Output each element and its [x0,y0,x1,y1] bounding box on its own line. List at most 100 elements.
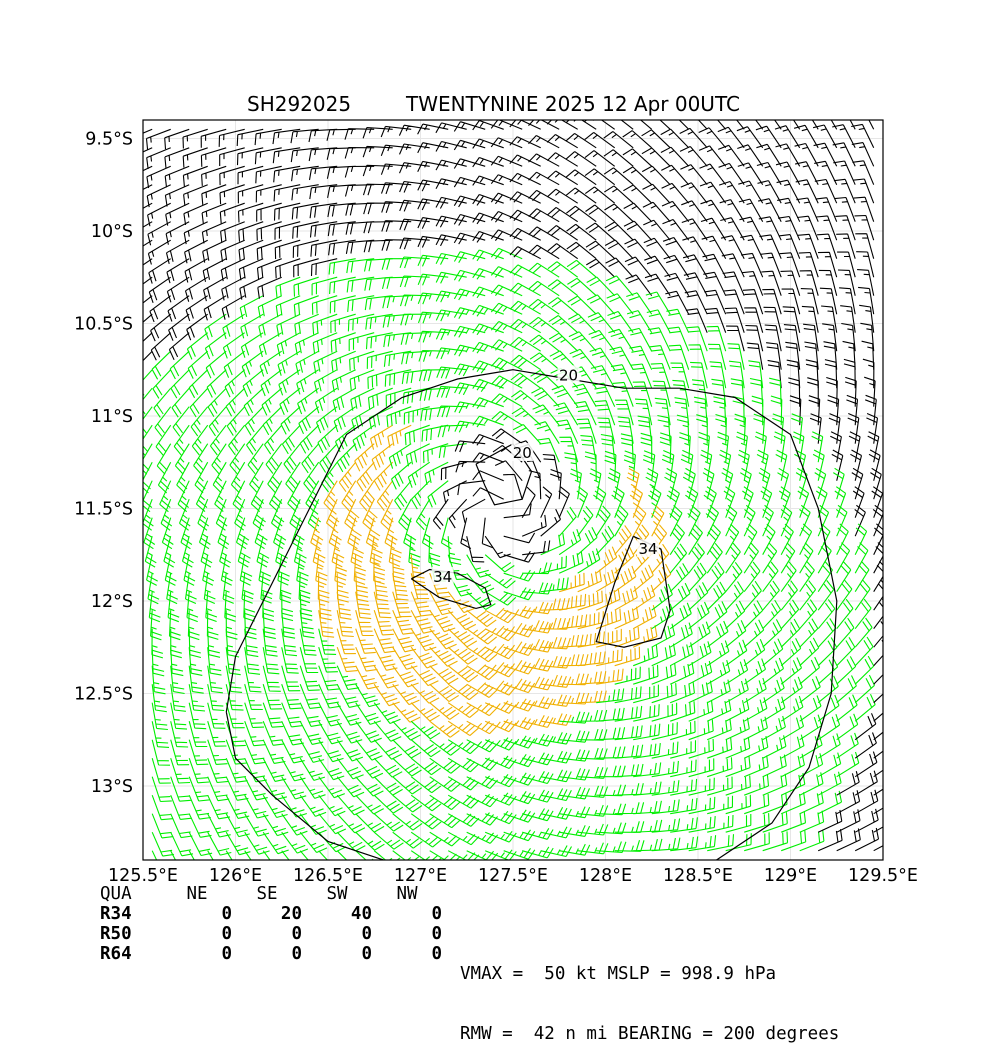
wind-barb [170,758,191,784]
wind-barb [373,573,389,602]
wind-barb [577,631,605,648]
wind-barb [170,813,193,839]
wind-barb [447,850,480,860]
wind-barb [184,276,208,302]
wind-barb [398,124,430,136]
wind-barb [779,252,801,278]
wind-barb [466,757,499,771]
wind-barb [291,165,319,182]
wind-barb [522,771,554,785]
wind-barb [435,122,467,134]
wind-barb [633,819,663,833]
wind-barb [466,646,498,663]
wind-barb [176,461,190,494]
wind-barb [836,561,852,592]
wind-barb [633,762,662,778]
wind-barb [612,381,634,407]
wind-barb [466,628,498,645]
wind-barb [225,387,246,417]
wind-barb [355,573,369,603]
wind-barb [336,776,365,798]
wind-barb [672,379,690,407]
wind-barb [472,138,504,149]
wind-barb [744,813,770,833]
wind-barb [697,120,708,130]
wind-barb [484,607,517,624]
wind-barb [437,424,467,438]
wind-barb [279,573,292,604]
wind-barb [318,628,337,655]
wind-barb [522,601,553,615]
wind-barb [207,628,221,658]
wind-barb [368,406,393,430]
wind-barb [777,467,790,500]
wind-barb [644,255,671,278]
wind-barb [762,773,788,796]
wind-barb [207,794,231,820]
wind-barb [188,721,208,748]
wind-barb [603,131,634,149]
wind-barb [594,400,616,426]
wind-barb [447,702,479,719]
wind-barb [222,573,235,604]
wind-barb [262,406,283,436]
wind-barb [540,845,572,858]
wind-barb [833,178,856,204]
wind-barb [682,236,708,259]
wind-barb [262,591,275,622]
wind-barb [383,332,412,348]
wind-barb [559,825,591,837]
wind-barb [836,751,860,778]
wind-barb [143,147,153,153]
wind-barb [244,684,263,711]
wind-barb [642,201,671,223]
wind-barb [151,795,173,821]
wind-barb [577,747,608,760]
wind-barb [206,610,219,640]
wind-barb [472,267,504,280]
wind-barb [854,770,878,796]
wind-barb [719,199,745,222]
wind-barb [392,702,421,723]
wind-barb [547,243,579,260]
wind-barb [645,468,659,500]
wind-barb [269,480,283,512]
wind-barb [529,334,560,352]
wind-barb [503,605,536,619]
wind-barb [225,757,248,783]
wind-barb [484,625,517,642]
wind-barb [659,432,672,463]
wind-barb [577,651,606,667]
wind-barb [410,665,439,687]
wind-barb [399,218,430,231]
wind-barb [244,776,268,801]
wind-barb [651,563,672,593]
wind-barb [252,498,266,531]
wind-barb [661,200,690,223]
wind-barb [859,304,875,333]
wind-barb [614,586,638,611]
wind-barb [265,443,283,474]
wind-barb [698,431,710,463]
wind-barb [503,678,536,694]
wind-barb [614,802,645,815]
wind-barb [325,498,340,531]
wind-barb [188,665,204,694]
wind-barb [651,702,678,722]
wind-barb [651,505,665,537]
wind-barb [373,610,394,636]
wind-barb [725,717,750,741]
wind-barb [305,480,320,512]
wind-barb [709,361,727,389]
wind-barb [294,313,319,336]
wind-barb [608,328,634,352]
wind-barb [373,720,402,742]
wind-barb [318,831,347,853]
wind-barb [835,504,848,537]
wind-barb [705,504,719,537]
wind-barb [355,591,372,620]
wind-barb [490,210,523,223]
wind-barb [688,601,710,630]
wind-barb [688,777,715,796]
wind-barb [630,363,653,389]
